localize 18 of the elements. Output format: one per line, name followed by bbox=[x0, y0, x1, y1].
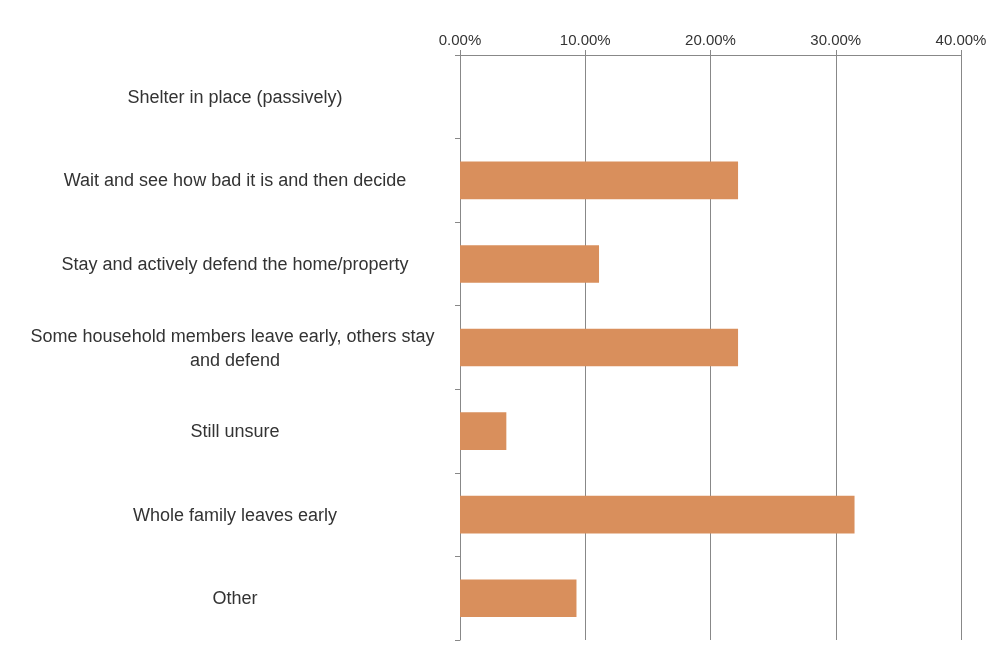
y-tick-label: Whole family leaves early bbox=[132, 504, 338, 525]
x-tick-label: 0.00% bbox=[438, 31, 482, 48]
y-tick-label: Still unsure bbox=[190, 421, 280, 442]
y-tick-label: Shelter in place (passively) bbox=[127, 86, 343, 107]
bar bbox=[460, 245, 600, 283]
y-tick-label: Other bbox=[212, 588, 258, 609]
x-tick-label: 20.00% bbox=[685, 31, 736, 48]
x-tick-label: 40.00% bbox=[935, 31, 987, 48]
x-tick-label: 30.00% bbox=[810, 31, 862, 48]
bar bbox=[460, 161, 739, 200]
y-tick-label: Wait and see how bad it is and then decide bbox=[63, 170, 407, 191]
bar bbox=[460, 579, 577, 618]
bar bbox=[460, 412, 507, 450]
y-tick-label: Stay and actively defend the home/property bbox=[61, 253, 409, 274]
bar bbox=[460, 495, 855, 534]
x-tick-label: 10.00% bbox=[559, 31, 611, 48]
bar bbox=[460, 328, 739, 367]
y-tick-label: Some household members leave early, others stay and defend bbox=[30, 325, 440, 370]
